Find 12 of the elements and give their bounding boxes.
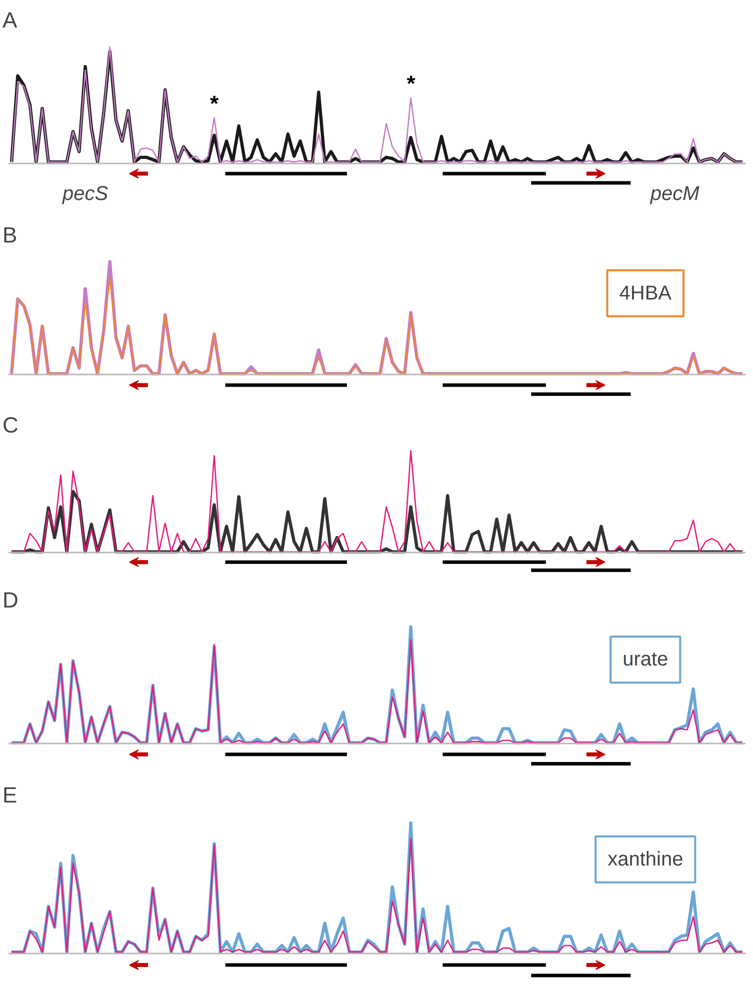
series-label: urate <box>622 648 668 671</box>
chart-title: A <box>2 8 18 32</box>
text: 4HBA <box>619 282 672 304</box>
text: pecM <box>649 183 700 206</box>
chart-title: C <box>2 412 18 438</box>
text: pecS <box>61 183 109 206</box>
annotation: * <box>210 90 219 116</box>
chart-title: E <box>2 782 18 808</box>
chart-title: B <box>2 222 18 248</box>
series-label: xanthine <box>608 848 684 870</box>
annotation: * <box>406 70 416 96</box>
chart-title: D <box>2 588 18 612</box>
